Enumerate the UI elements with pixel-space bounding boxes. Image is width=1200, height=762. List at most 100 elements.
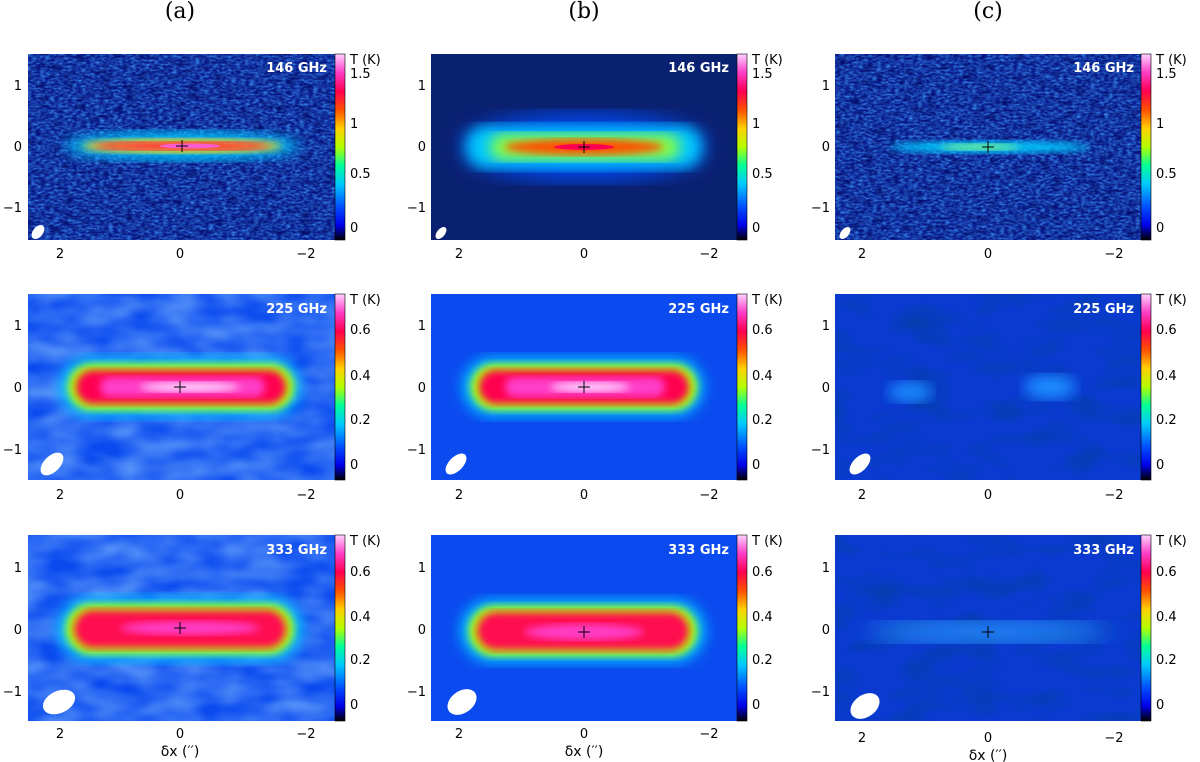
colorbar-title: T (K)	[349, 293, 381, 308]
colorbar-tick: 0.2	[752, 653, 773, 668]
y-tick: 0	[14, 623, 22, 638]
colorbar-tick: 0.5	[350, 167, 371, 182]
freq-label: 225 GHz	[266, 302, 327, 317]
beam-ellipse	[445, 453, 467, 475]
y-tick: 1	[14, 319, 22, 334]
colorbar-tick: 0.4	[752, 610, 773, 625]
x-tick: 0	[580, 247, 588, 262]
y-tick: 0	[14, 140, 22, 155]
freq-label: 333 GHz	[1073, 543, 1134, 558]
colorbar	[334, 534, 346, 722]
x-tick: −2	[1104, 731, 1123, 746]
colorbar-tick: 1	[350, 117, 358, 132]
y-tick: −1	[407, 443, 426, 458]
x-tick: 0	[984, 488, 992, 503]
colorbar-tick: 0.4	[1156, 610, 1177, 625]
x-axis-label: δx (′′)	[161, 744, 200, 760]
y-tick: 1	[822, 319, 830, 334]
x-tick: −2	[1104, 488, 1123, 503]
beam-ellipse	[850, 693, 880, 719]
beam-ellipse	[447, 689, 477, 715]
beam-ellipse	[435, 227, 447, 239]
colorbar-title: T (K)	[751, 534, 783, 549]
y-tick: 1	[418, 319, 426, 334]
x-tick: 2	[858, 731, 866, 746]
y-tick: 0	[822, 381, 830, 396]
colorbar-ticks-row3: 0.6 0.4 0.2 0 0.6 0.4 0.2 0 0.6 0.4 0.2 …	[350, 565, 1177, 713]
colorbar-ticks-row1: 1.5 1 0.5 0 1.5 1 0.5 0 1.5 1 0.5 0	[350, 67, 1177, 236]
colorbar	[334, 53, 346, 241]
y-tick: −1	[3, 685, 22, 700]
x-tick: −2	[699, 247, 718, 262]
freq-label: 146 GHz	[668, 61, 729, 76]
beam-ellipse	[40, 452, 64, 476]
x-tick: 2	[455, 488, 463, 503]
x-tick: 0	[580, 727, 588, 742]
beam-ellipse	[839, 227, 851, 239]
panel-b-146: 146 GHz	[431, 54, 737, 240]
colorbar	[1140, 293, 1152, 481]
colorbar-title: T (K)	[1155, 53, 1187, 68]
panel-a-146: 146 GHz	[28, 54, 335, 240]
colorbar-tick: 0.2	[350, 413, 371, 428]
y-tick: −1	[3, 201, 22, 216]
x-tick: −2	[699, 727, 718, 742]
y-tick: −1	[811, 443, 830, 458]
y-tick: 1	[418, 79, 426, 94]
colorbar-tick: 0	[752, 458, 760, 473]
y-ticks: 1 0 −1 1 0 −1 1 0 −1 1 0 −1 1 0 −1 1 0 −…	[3, 79, 830, 700]
colorbar-tick: 0.4	[350, 610, 371, 625]
x-tick: 2	[455, 247, 463, 262]
colorbar-ticks-row2: 0.6 0.4 0.2 0 0.6 0.4 0.2 0 0.6 0.4 0.2 …	[350, 323, 1177, 473]
colorbar-title: T (K)	[751, 53, 783, 68]
y-tick: 0	[822, 623, 830, 638]
y-tick: −1	[811, 685, 830, 700]
colorbar-tick: 0.6	[350, 565, 371, 580]
colorbar-tick: 1.5	[350, 67, 371, 82]
x-tick: −2	[296, 488, 315, 503]
y-tick: −1	[811, 201, 830, 216]
colorbar	[334, 293, 346, 481]
colorbar-tick: 1	[1156, 117, 1164, 132]
colorbar-tick: 0.4	[752, 369, 773, 384]
panel-b-333: 333 GHz	[431, 535, 737, 721]
colorbar-tick: 0	[752, 221, 760, 236]
beam-ellipse	[31, 225, 45, 239]
x-tick: −2	[296, 727, 315, 742]
y-tick: 0	[418, 140, 426, 155]
colorbar	[736, 534, 748, 722]
colorbar-tick: 1.5	[1156, 67, 1177, 82]
colorbar-title: T (K)	[751, 293, 783, 308]
y-tick: 1	[822, 79, 830, 94]
y-tick: −1	[407, 201, 426, 216]
colorbar-tick: 0.2	[1156, 653, 1177, 668]
x-axis-label: δx (′′)	[969, 748, 1008, 762]
x-tick: 2	[56, 488, 64, 503]
colorbar-tick: 0.4	[1156, 369, 1177, 384]
freq-label: 146 GHz	[266, 61, 327, 76]
colorbar	[736, 293, 748, 481]
colorbar-tick: 1	[752, 117, 760, 132]
column-title-c: (c)	[973, 0, 1003, 24]
colorbar-tick: 0.2	[752, 413, 773, 428]
y-tick: −1	[3, 443, 22, 458]
panel-c-333: 333 GHz	[835, 535, 1141, 721]
colorbar-tick: 0	[1156, 221, 1164, 236]
x-tick: 2	[56, 247, 64, 262]
colorbar	[736, 53, 748, 241]
panel-b-225: 225 GHz	[431, 294, 737, 480]
colorbar	[1140, 53, 1152, 241]
x-tick: −2	[296, 247, 315, 262]
freq-label: 333 GHz	[266, 543, 327, 558]
freq-label: 146 GHz	[1073, 61, 1134, 76]
y-tick: 0	[418, 381, 426, 396]
colorbar-row1	[334, 53, 1152, 241]
y-tick: 1	[14, 561, 22, 576]
x-tick: 0	[984, 247, 992, 262]
colorbar-title: T (K)	[1155, 534, 1187, 549]
x-ticks: 2 0 −2 2 0 −2 2 0 −2 2 0 −2 2 0 −2 2 0 −…	[56, 247, 1124, 746]
colorbar-row2	[334, 293, 1152, 481]
colorbar-tick: 0.4	[350, 369, 371, 384]
y-tick: 0	[822, 140, 830, 155]
panel-c-146: 146 GHz	[835, 54, 1141, 240]
